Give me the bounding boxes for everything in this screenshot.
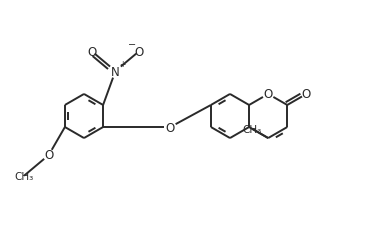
Text: O: O (44, 149, 53, 162)
Text: CH₃: CH₃ (242, 124, 262, 134)
Text: O: O (264, 88, 273, 101)
Text: N: N (111, 65, 120, 78)
Text: O: O (87, 45, 96, 58)
Text: O: O (302, 88, 311, 101)
Text: +: + (119, 60, 125, 69)
Text: −: − (128, 39, 136, 49)
Text: O: O (135, 45, 144, 58)
Text: O: O (166, 121, 175, 134)
Text: CH₃: CH₃ (14, 171, 34, 181)
